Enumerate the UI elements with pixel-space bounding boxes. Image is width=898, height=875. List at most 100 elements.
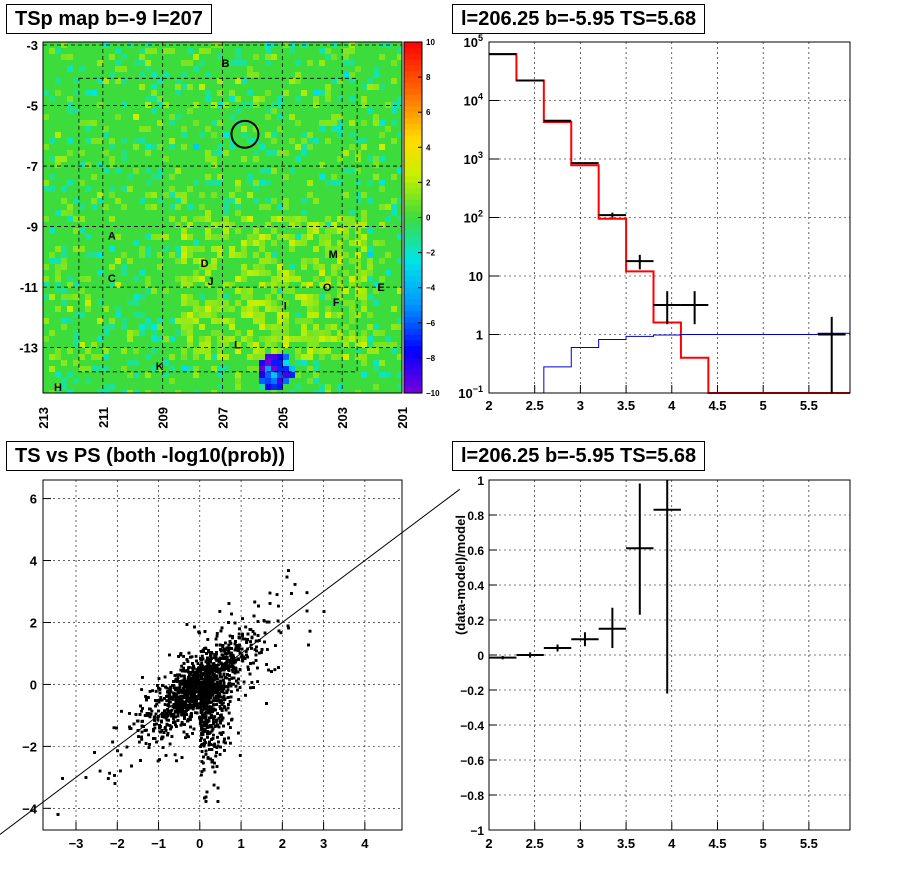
tsmap-cell — [295, 348, 301, 354]
tsmap-cell — [385, 270, 391, 276]
tsmap-cell — [79, 120, 85, 126]
tsmap-cell — [343, 342, 349, 348]
tsmap-cell — [97, 300, 103, 306]
tsmap-cell — [367, 252, 373, 258]
tsmap-cell — [73, 360, 79, 366]
tsmap-cell — [175, 330, 181, 336]
tsmap-cell — [301, 132, 307, 138]
tsmap-cell — [283, 90, 289, 96]
tsmap-cell — [307, 318, 313, 324]
tsmap-cell — [157, 102, 163, 108]
tsmap-cell — [241, 276, 247, 282]
tsmap-cell — [85, 294, 91, 300]
tsmap-cell — [373, 288, 379, 294]
colorbar-segment — [404, 287, 422, 295]
colorbar-segment — [404, 77, 422, 84]
tsmap-cell — [181, 126, 187, 132]
tsmap-y-tick-label: -7 — [26, 159, 38, 174]
tsmap-cell — [373, 84, 379, 90]
tsmap-cell — [343, 48, 349, 54]
tsmap-cell — [211, 306, 217, 312]
tsmap-cell — [355, 270, 361, 276]
tsmap-cell — [91, 198, 97, 204]
tsmap-cell — [283, 204, 289, 210]
tsmap-cell — [55, 276, 61, 282]
tsmap-cell — [133, 390, 139, 393]
tsmap-cell — [319, 294, 325, 300]
tsmap-cell — [373, 300, 379, 306]
tsmap-cell — [253, 156, 259, 162]
tsmap-x-tick-label: 205 — [275, 407, 290, 429]
tsmap-cell — [169, 354, 175, 360]
tsmap-cell — [223, 354, 229, 360]
tsmap-cell — [223, 228, 229, 234]
tsmap-cell — [163, 48, 169, 54]
tsmap-cell — [337, 252, 343, 258]
tsmap-cell — [79, 180, 85, 186]
tsmap-cell — [289, 390, 295, 393]
colorbar-segment — [404, 188, 422, 195]
tsmap-cell — [301, 354, 307, 360]
tsmap-cell — [55, 162, 61, 168]
tsmap-cell — [325, 222, 331, 228]
tsmap-cell — [193, 312, 199, 318]
tsmap-cell — [367, 312, 373, 318]
tsmap-cell — [49, 48, 55, 54]
tsmap-cell — [193, 348, 199, 354]
tsmap-cell — [49, 186, 55, 192]
tsmap-cell — [337, 288, 343, 294]
tsmap-cell — [265, 354, 271, 360]
colorbar-segment — [404, 299, 422, 306]
tsmap-cell — [235, 204, 241, 210]
tsmap-cell — [355, 180, 361, 186]
tsmap-cell — [97, 354, 103, 360]
tsmap-cell — [367, 348, 373, 354]
tsmap-cell — [133, 60, 139, 66]
tsmap-cell — [193, 144, 199, 150]
tsmap-cell — [229, 282, 235, 288]
tsmap-cell — [373, 330, 379, 336]
tsmap-cell — [397, 258, 402, 264]
tsmap-cell — [91, 366, 97, 372]
tsmap-cell — [151, 348, 157, 354]
tsmap-cell — [217, 342, 223, 348]
tsmap-cell — [319, 222, 325, 228]
tsmap-cell — [187, 48, 193, 54]
tsmap-cell — [55, 132, 61, 138]
tsmap-cell — [373, 360, 379, 366]
tsmap-cell — [55, 156, 61, 162]
tsmap-cell — [319, 282, 325, 288]
tsmap-cell — [289, 168, 295, 174]
tsmap-cell — [325, 324, 331, 330]
tsmap-cell — [397, 198, 402, 204]
tsmap-cell — [73, 78, 79, 84]
tsmap-cell — [265, 336, 271, 342]
tsmap-cell — [349, 276, 355, 282]
tsmap-cell — [169, 48, 175, 54]
tsmap-cell — [325, 228, 331, 234]
tsmap-cell — [79, 354, 85, 360]
tsmap-cell — [349, 132, 355, 138]
tsmap-cell — [271, 300, 277, 306]
tsmap-cell — [145, 192, 151, 198]
tsmap-cell — [343, 150, 349, 156]
tsmap-cell — [373, 282, 379, 288]
tsmap-cell — [61, 288, 67, 294]
tsmap-cell — [103, 204, 109, 210]
tsmap-cell — [145, 276, 151, 282]
tsmap-cell — [199, 246, 205, 252]
tsmap-cell — [175, 198, 181, 204]
tsmap-cell — [295, 336, 301, 342]
tsmap-cell — [259, 348, 265, 354]
tsmap-cell — [235, 210, 241, 216]
tsmap-cell — [367, 84, 373, 90]
tsmap-cell — [97, 138, 103, 144]
tsmap-cell — [259, 264, 265, 270]
tsmap-cell — [241, 246, 247, 252]
tsmap-cell — [283, 330, 289, 336]
tsmap-cell — [277, 150, 283, 156]
tsmap-cell — [271, 54, 277, 60]
tsmap-cell — [67, 294, 73, 300]
tsmap-source-label: O — [323, 282, 332, 294]
tsmap-cell — [67, 204, 73, 210]
